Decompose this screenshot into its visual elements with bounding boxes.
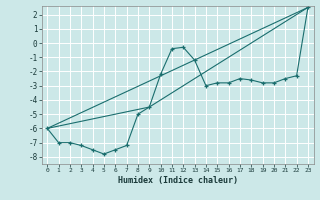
X-axis label: Humidex (Indice chaleur): Humidex (Indice chaleur) xyxy=(118,176,237,185)
